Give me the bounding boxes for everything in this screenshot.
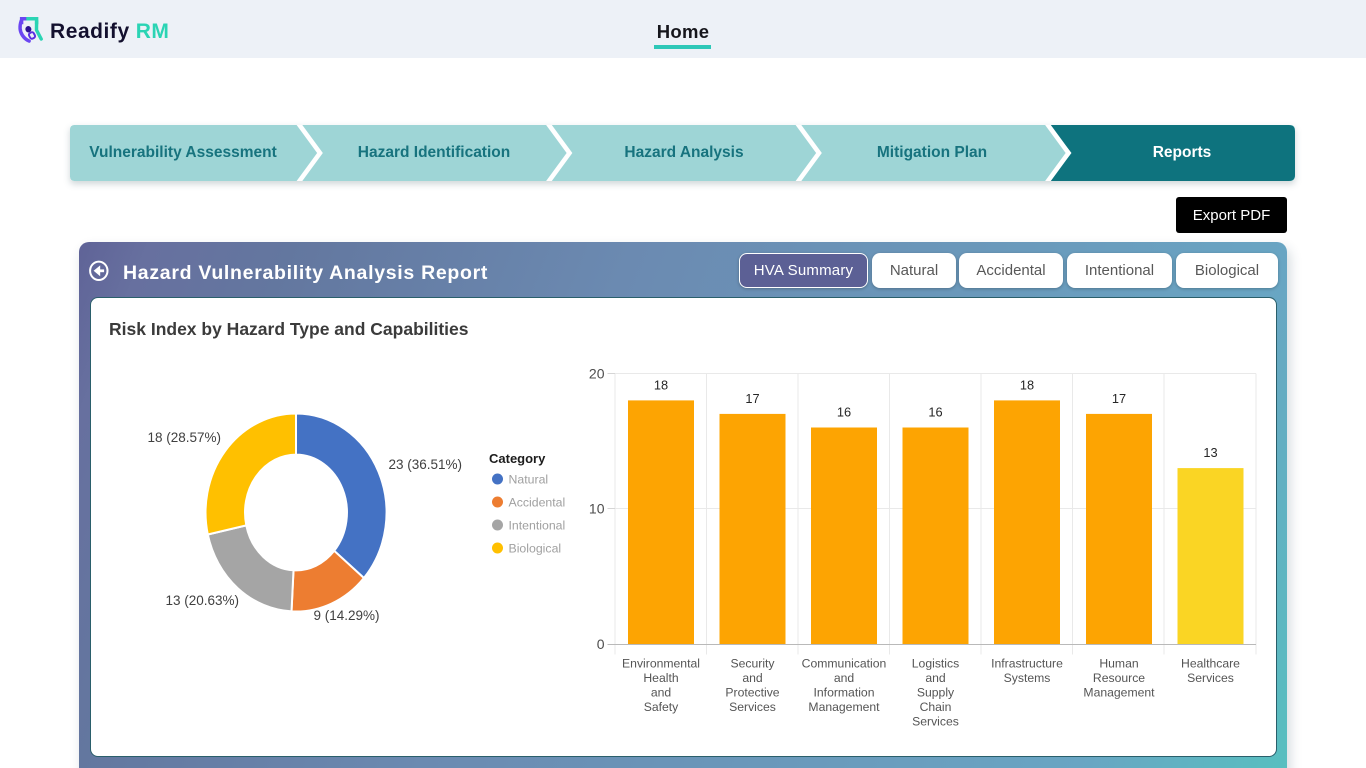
svg-text:Protective: Protective <box>725 686 779 700</box>
svg-text:Infrastructure: Infrastructure <box>991 657 1063 671</box>
svg-text:Security: Security <box>730 657 775 671</box>
svg-text:and: and <box>834 671 854 685</box>
svg-text:13 (20.63%): 13 (20.63%) <box>166 593 240 608</box>
svg-text:0: 0 <box>597 636 605 652</box>
svg-text:and: and <box>925 671 945 685</box>
svg-text:Natural: Natural <box>509 473 549 487</box>
svg-text:20: 20 <box>589 365 605 381</box>
svg-text:17: 17 <box>745 391 759 406</box>
svg-text:16: 16 <box>928 405 942 420</box>
svg-text:Management: Management <box>1083 686 1155 700</box>
svg-text:Services: Services <box>729 700 776 714</box>
svg-text:Accidental: Accidental <box>509 496 566 510</box>
svg-text:10: 10 <box>589 500 605 516</box>
svg-text:Health: Health <box>643 671 678 685</box>
svg-text:18: 18 <box>654 377 668 392</box>
svg-text:Resource: Resource <box>1093 671 1145 685</box>
svg-text:Services: Services <box>912 715 959 729</box>
svg-text:Information: Information <box>814 686 875 700</box>
svg-text:Safety: Safety <box>644 700 679 714</box>
svg-text:Environmental: Environmental <box>622 657 700 671</box>
svg-text:13: 13 <box>1203 445 1217 460</box>
svg-text:23 (36.51%): 23 (36.51%) <box>389 457 463 472</box>
svg-text:Systems: Systems <box>1004 671 1051 685</box>
svg-text:Intentional: Intentional <box>509 519 566 533</box>
svg-text:Communication: Communication <box>802 657 887 671</box>
svg-text:and: and <box>651 686 671 700</box>
svg-text:18: 18 <box>1020 377 1034 392</box>
svg-text:Supply: Supply <box>917 686 955 700</box>
svg-text:9 (14.29%): 9 (14.29%) <box>314 608 380 623</box>
svg-text:Category: Category <box>489 451 546 466</box>
svg-text:Logistics: Logistics <box>912 657 959 671</box>
svg-text:Services: Services <box>1187 671 1234 685</box>
svg-text:Chain: Chain <box>920 700 952 714</box>
svg-text:Biological: Biological <box>509 542 562 556</box>
svg-text:16: 16 <box>837 405 851 420</box>
svg-text:17: 17 <box>1112 391 1126 406</box>
svg-text:Human: Human <box>1099 657 1138 671</box>
svg-text:Management: Management <box>808 700 880 714</box>
svg-text:Healthcare: Healthcare <box>1181 657 1240 671</box>
svg-text:and: and <box>742 671 762 685</box>
svg-text:18 (28.57%): 18 (28.57%) <box>147 430 221 445</box>
